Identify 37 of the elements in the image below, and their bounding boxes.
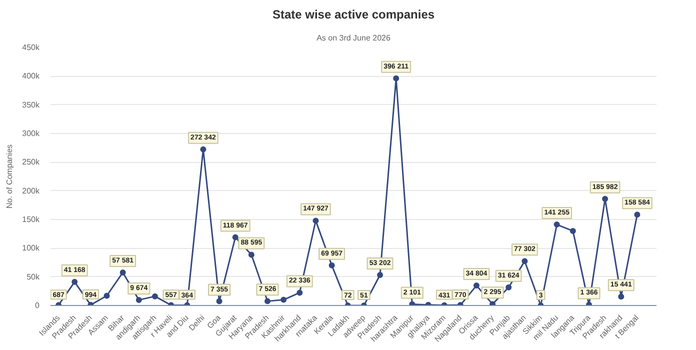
point xyxy=(280,296,287,303)
point xyxy=(136,296,142,303)
point xyxy=(634,212,640,218)
point xyxy=(602,196,608,202)
chart-subtitle: As on 3rd June 2026 xyxy=(316,34,391,42)
point xyxy=(296,290,303,296)
y-tick-label: 100k xyxy=(22,244,40,253)
point xyxy=(232,234,238,240)
y-tick-label: 450k xyxy=(22,43,40,52)
point xyxy=(152,293,158,300)
chart-title: State wise active companies xyxy=(272,8,435,22)
y-tick-label: 200k xyxy=(22,186,40,196)
point xyxy=(506,284,512,290)
point xyxy=(248,252,254,258)
point xyxy=(264,298,271,304)
point xyxy=(200,146,206,152)
point xyxy=(312,218,319,224)
point xyxy=(104,292,110,299)
point xyxy=(393,75,400,82)
point xyxy=(328,262,335,268)
point xyxy=(473,282,480,289)
point xyxy=(216,298,222,304)
y-tick-label: 0 xyxy=(35,301,40,310)
y-tick-label: 300k xyxy=(22,129,40,138)
y-axis-title: No. of Companies xyxy=(5,144,14,209)
y-tick-label: 50k xyxy=(26,272,40,282)
point xyxy=(618,294,624,300)
point xyxy=(554,222,560,228)
point xyxy=(120,269,126,276)
y-tick-label: 350k xyxy=(22,100,40,110)
y-tick-label: 400k xyxy=(22,72,40,81)
point xyxy=(72,278,78,285)
y-tick-label: 150k xyxy=(22,215,40,224)
point xyxy=(570,228,576,234)
point xyxy=(377,272,384,278)
point xyxy=(522,258,528,264)
y-tick-label: 250k xyxy=(22,158,40,167)
